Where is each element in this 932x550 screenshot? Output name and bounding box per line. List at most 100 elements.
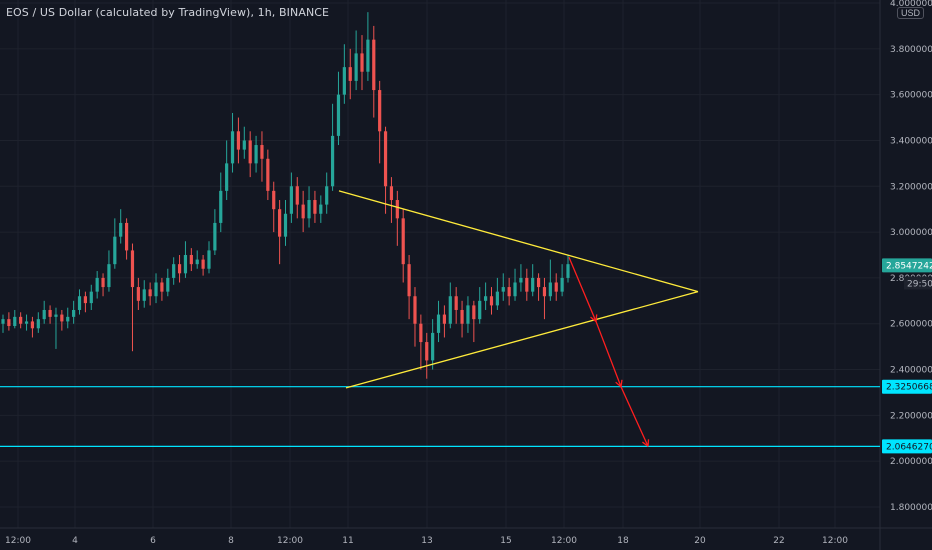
arrow-head: [615, 381, 622, 388]
candle-body: [283, 213, 288, 237]
candle-body: [160, 282, 164, 292]
candle-body: [566, 264, 570, 278]
candle-body: [383, 131, 388, 187]
candle-body: [513, 282, 517, 297]
candle-body: [536, 277, 541, 288]
candle-body: [454, 296, 458, 310]
candle-body: [348, 67, 352, 81]
candle-body: [248, 140, 252, 164]
price-label-text: 2.3250668: [886, 383, 932, 393]
candle-body: [101, 277, 105, 288]
candle-body: [24, 321, 29, 324]
candle-body: [295, 186, 299, 205]
arrow-head: [642, 441, 649, 447]
candle-body: [319, 204, 323, 214]
x-tick-label: 12:00: [5, 536, 31, 546]
candle-body: [183, 255, 188, 274]
candle-body: [77, 296, 82, 310]
candle-body: [36, 319, 40, 329]
countdown-box: [904, 276, 932, 290]
candle-body: [260, 145, 264, 159]
x-tick-label: 12:00: [277, 536, 303, 546]
candle-body: [166, 277, 170, 292]
candle-body: [89, 291, 93, 304]
candle-body: [336, 94, 341, 136]
x-tick-label: 12:00: [551, 536, 577, 546]
candle-body: [195, 259, 199, 265]
triangle-upper-trendline: [338, 190, 699, 293]
candle-body: [401, 218, 405, 265]
y-tick-label: 3.2000000: [890, 182, 932, 192]
candle-body: [354, 53, 358, 81]
candle-body: [42, 309, 46, 320]
candle-body: [289, 186, 293, 214]
arrow-head: [595, 314, 598, 322]
candle-body: [172, 264, 176, 278]
candle-body: [107, 264, 111, 288]
candle-body: [548, 282, 552, 297]
candle-body: [389, 186, 394, 201]
x-tick-label: 20: [694, 536, 706, 546]
candle-body: [278, 209, 282, 237]
candle-body: [436, 314, 441, 333]
candle-body: [560, 277, 564, 292]
candle-body: [419, 323, 423, 343]
candle-body: [531, 277, 535, 292]
candle-body: [230, 131, 235, 164]
x-tick-label: 15: [500, 536, 511, 546]
candle-body: [489, 296, 494, 306]
candle-body: [225, 163, 229, 191]
candle-body: [254, 145, 258, 164]
candle-body: [266, 158, 270, 191]
projection-arrow: [568, 257, 649, 447]
y-tick-label: 1.8000000: [890, 503, 932, 513]
candle-body: [442, 314, 447, 324]
candle-body: [124, 222, 129, 251]
candle-body: [484, 296, 488, 301]
x-tick-label: 4: [72, 536, 78, 546]
candle-body: [360, 53, 364, 72]
y-tick-label: 4.0000000: [890, 0, 932, 9]
candle-body: [542, 287, 547, 297]
candle-body: [330, 135, 335, 187]
arrow-head: [620, 379, 623, 387]
countdown-label: 29:50: [907, 279, 932, 289]
candle-body: [325, 186, 329, 205]
candle-body: [113, 236, 117, 265]
candle-body: [154, 282, 158, 297]
y-tick-label: 2.0000000: [890, 457, 932, 467]
candle-body: [201, 259, 205, 269]
candle-body: [54, 314, 58, 317]
candle-body: [460, 309, 464, 324]
currency-badge[interactable]: USD: [897, 7, 925, 19]
candle-body: [525, 277, 529, 292]
candle-body: [219, 190, 223, 223]
candle-body: [1, 319, 5, 324]
candle-body: [30, 321, 35, 329]
candle-body: [425, 342, 429, 361]
y-tick-label: 3.4000000: [890, 136, 932, 146]
candle-body: [307, 200, 311, 219]
arrow-head: [647, 439, 650, 447]
candle-body: [136, 287, 140, 301]
candle-body: [519, 277, 523, 283]
candle-body: [378, 90, 382, 132]
candle-body: [95, 277, 99, 292]
x-tick-label: 22: [773, 536, 784, 546]
candle-body: [13, 316, 17, 327]
candle-body: [213, 222, 217, 251]
candle-body: [507, 287, 511, 297]
candle-body: [48, 309, 52, 317]
triangle-lower-trendline: [345, 291, 699, 389]
candle-body: [272, 190, 276, 210]
y-tick-label: 3.8000000: [890, 45, 932, 55]
price-label-text: 2.8547242: [886, 261, 932, 271]
x-tick-label: 11: [342, 536, 353, 546]
price-label-box: [882, 379, 932, 394]
candle-body: [472, 305, 476, 320]
candle-body: [142, 289, 146, 301]
y-tick-label: 2.2000000: [890, 411, 932, 421]
x-tick-label: 8: [228, 536, 234, 546]
x-tick-label: 12:00: [822, 536, 848, 546]
